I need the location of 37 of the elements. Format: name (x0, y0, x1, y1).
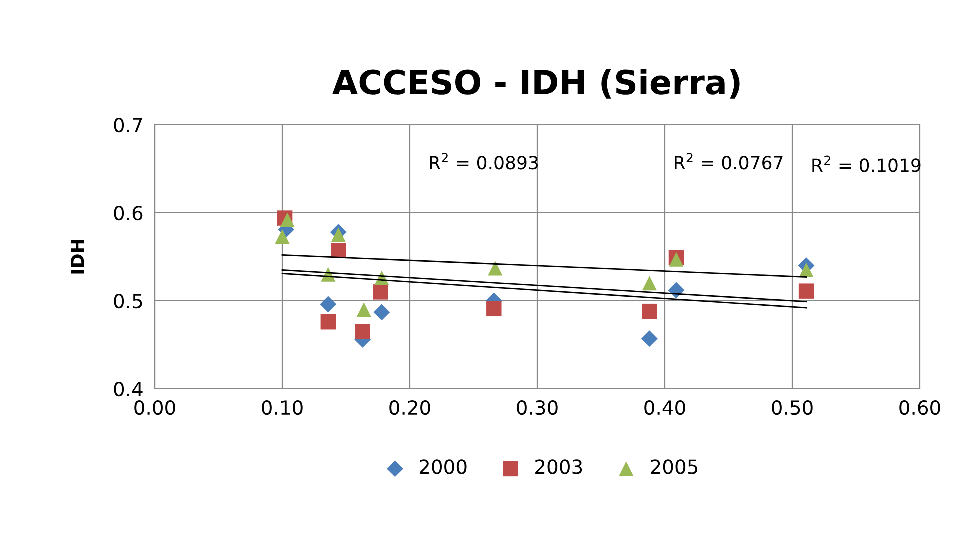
point (330, 243, 346, 258)
x-tick-label: 0.60 (900, 400, 940, 416)
point (799, 262, 814, 278)
point (642, 304, 658, 320)
legend-label: 2005 (651, 460, 698, 474)
annotation: R$^{2}$ = 0.0893 (430, 153, 538, 170)
point (275, 229, 290, 244)
legend-label: 2000 (420, 460, 467, 474)
y-tick-label: 0.5 (114, 294, 142, 309)
x-tick-label: 0.50 (772, 400, 813, 416)
point (488, 261, 503, 276)
x-tick-label: 0.00 (134, 400, 176, 416)
point (642, 276, 657, 291)
point (320, 296, 337, 313)
y-axis-title: IDH (71, 240, 84, 274)
annotation: R$^{2}$ = 0.1019 (812, 156, 921, 172)
x-tick-label: 0.20 (390, 400, 430, 416)
y-tick-label: 0.4 (114, 382, 143, 397)
point (373, 284, 388, 300)
point (486, 301, 502, 317)
x-tick-label: 0.40 (644, 400, 686, 416)
point (280, 212, 295, 228)
y-tick-label: 0.6 (114, 206, 143, 221)
point (320, 314, 336, 330)
chart-title: ACCESO - IDH (Sierra) (332, 69, 740, 99)
point (641, 330, 658, 348)
annotation: R$^{2}$ = 0.0767 (675, 153, 783, 170)
y-tick-label: 0.7 (114, 118, 142, 133)
point (374, 304, 390, 321)
point (356, 302, 372, 318)
point (798, 284, 814, 299)
legend-label: 2003 (536, 460, 582, 474)
point (331, 228, 346, 242)
point (355, 324, 370, 340)
x-tick-label: 0.10 (262, 400, 303, 416)
x-tick-label: 0.30 (517, 400, 558, 416)
point (668, 282, 685, 299)
